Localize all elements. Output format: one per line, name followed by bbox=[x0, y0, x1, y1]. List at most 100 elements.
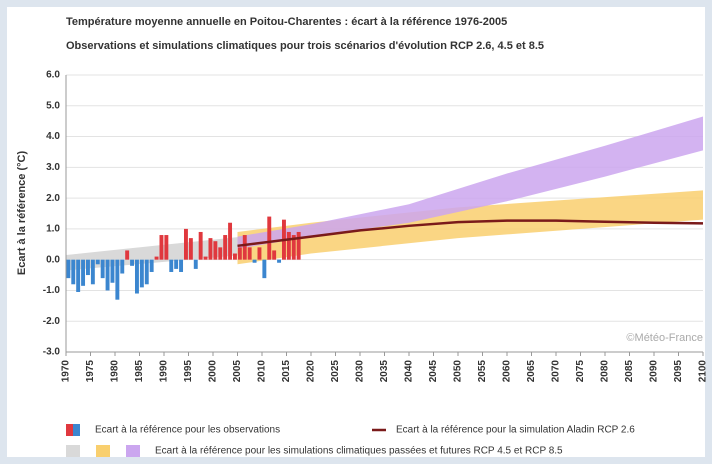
legend-label: Ecart à la référence pour les simulation… bbox=[155, 446, 563, 457]
bar bbox=[76, 259, 81, 292]
legend-swatch bbox=[66, 424, 73, 436]
x-tick-label: 2045 bbox=[428, 360, 439, 383]
bar bbox=[267, 216, 272, 260]
bar bbox=[242, 235, 247, 260]
bar bbox=[110, 259, 115, 283]
bar bbox=[208, 238, 213, 260]
legend-label: Ecart à la référence pour les observatio… bbox=[95, 425, 280, 436]
y-axis-label: Ecart à la référence (°C) bbox=[16, 151, 28, 276]
bar bbox=[130, 259, 135, 266]
x-tick-label: 1970 bbox=[61, 360, 72, 383]
y-tick-label: -1.0 bbox=[43, 285, 61, 296]
bar bbox=[135, 259, 139, 294]
x-tick-label: 2040 bbox=[404, 360, 415, 383]
bar bbox=[100, 259, 105, 279]
legend-swatch bbox=[73, 424, 80, 436]
bar bbox=[233, 253, 237, 260]
x-tick-label: 2025 bbox=[330, 360, 341, 383]
band bbox=[237, 116, 703, 249]
x-tick-label: 2000 bbox=[208, 360, 219, 383]
x-tick-label: 1980 bbox=[110, 360, 121, 383]
legend-swatch bbox=[96, 445, 110, 457]
x-tick-label: 2060 bbox=[502, 360, 513, 383]
bar bbox=[198, 231, 203, 260]
y-tick-label: 0.0 bbox=[46, 254, 60, 265]
x-tick-label: 2075 bbox=[575, 360, 586, 383]
x-tick-label: 2010 bbox=[257, 360, 268, 383]
x-tick-label: 2030 bbox=[355, 360, 366, 383]
bar bbox=[237, 247, 242, 260]
bar bbox=[188, 238, 193, 260]
x-tick-label: 2050 bbox=[453, 360, 464, 383]
x-tick-label: 2035 bbox=[379, 360, 390, 383]
bar bbox=[86, 259, 90, 276]
bar bbox=[105, 259, 110, 291]
x-tick-label: 2005 bbox=[232, 360, 243, 383]
bar bbox=[223, 235, 228, 260]
bar bbox=[169, 259, 174, 272]
bar bbox=[286, 231, 291, 260]
y-tick-label: -3.0 bbox=[43, 347, 61, 358]
bar bbox=[71, 259, 76, 285]
line bbox=[237, 219, 704, 248]
x-tick-label: 2065 bbox=[526, 360, 537, 383]
bar bbox=[115, 259, 120, 300]
x-tick-label: 2095 bbox=[673, 360, 684, 383]
chart-subtitle: Observations et simulations climatiques … bbox=[66, 40, 544, 52]
bar bbox=[252, 259, 257, 263]
bar bbox=[218, 247, 223, 260]
bar bbox=[277, 259, 282, 263]
y-tick-label: 5.0 bbox=[46, 100, 60, 111]
bar bbox=[66, 259, 71, 279]
chart-title: Température moyenne annuelle en Poitou-C… bbox=[66, 16, 507, 28]
y-tick-label: 1.0 bbox=[46, 224, 60, 235]
band bbox=[66, 236, 243, 271]
x-tick-label: 1995 bbox=[183, 360, 194, 383]
annotation: ©Météo-France bbox=[626, 332, 703, 344]
bar bbox=[213, 241, 218, 260]
bar bbox=[257, 247, 262, 260]
bar bbox=[247, 247, 252, 260]
bar bbox=[228, 222, 233, 260]
x-tick-label: 2090 bbox=[649, 360, 660, 383]
bar bbox=[262, 259, 267, 279]
bar bbox=[154, 256, 159, 260]
bar bbox=[272, 250, 277, 260]
bar bbox=[95, 259, 100, 265]
y-tick-label: 6.0 bbox=[46, 70, 60, 81]
y-tick-label: 3.0 bbox=[46, 162, 60, 173]
y-tick-label: -2.0 bbox=[43, 316, 61, 327]
x-tick-label: 2070 bbox=[551, 360, 562, 383]
bar bbox=[203, 256, 208, 260]
x-tick-label: 2085 bbox=[624, 360, 635, 383]
x-tick-label: 1975 bbox=[85, 360, 96, 383]
bar bbox=[139, 259, 144, 288]
bar bbox=[159, 235, 164, 260]
x-tick-label: 2100 bbox=[698, 360, 709, 383]
bar bbox=[291, 235, 296, 260]
x-tick-label: 2020 bbox=[306, 360, 317, 383]
bar bbox=[296, 231, 301, 260]
x-tick-label: 2080 bbox=[600, 360, 611, 383]
band bbox=[237, 190, 703, 265]
bar bbox=[149, 259, 154, 272]
bar bbox=[90, 259, 95, 285]
bar bbox=[125, 250, 130, 260]
x-tick-label: 2015 bbox=[281, 360, 292, 383]
legend-swatch bbox=[66, 445, 80, 457]
bar bbox=[184, 228, 188, 260]
bar bbox=[164, 235, 169, 260]
y-tick-label: 4.0 bbox=[46, 131, 60, 142]
bar bbox=[193, 259, 198, 269]
bar bbox=[120, 259, 125, 274]
bar bbox=[144, 259, 149, 285]
y-tick-label: 2.0 bbox=[46, 193, 60, 204]
bar bbox=[81, 259, 86, 286]
x-tick-label: 1985 bbox=[134, 360, 145, 383]
x-tick-label: 1990 bbox=[159, 360, 170, 383]
x-tick-label: 2055 bbox=[477, 360, 488, 383]
legend-swatch bbox=[126, 445, 140, 457]
bar bbox=[179, 259, 184, 272]
legend-label: Ecart à la référence pour la simulation … bbox=[396, 425, 635, 436]
